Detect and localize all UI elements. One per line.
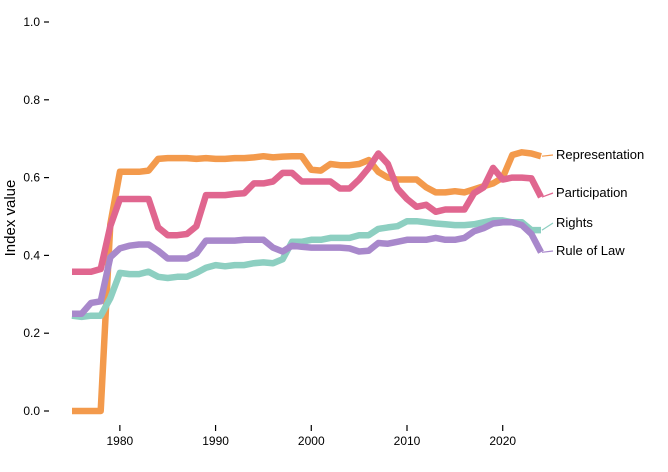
series-label-rights: Rights <box>556 215 593 230</box>
x-tick-label: 2020 <box>489 434 516 448</box>
x-tick-label: 2010 <box>394 434 421 448</box>
series-labels: Representation Participation Rights Rule of… <box>541 147 644 258</box>
series-label-participation: Participation <box>556 185 628 200</box>
leader-line-rule-of-law <box>541 250 554 253</box>
series-line-participation <box>72 150 544 275</box>
y-axis: 0.0 0.2 0.4 0.6 0.8 1.0 <box>23 15 49 418</box>
x-axis: 1980 1990 2000 2010 2020 <box>107 425 516 448</box>
series-line-representation <box>72 149 542 415</box>
series-line-rule-of-law <box>72 219 544 318</box>
x-tick-label: 2000 <box>298 434 325 448</box>
series-label-representation: Representation <box>556 147 644 162</box>
series-group <box>71 149 544 415</box>
y-tick-label: 0.4 <box>23 248 40 262</box>
y-tick-label: 0.8 <box>23 93 40 107</box>
x-tick-label: 1990 <box>202 434 229 448</box>
y-tick-label: 0.2 <box>23 326 40 340</box>
x-tick-label: 1980 <box>107 434 134 448</box>
y-axis-title: Index value <box>2 180 19 257</box>
y-tick-label: 0.0 <box>23 404 40 418</box>
leader-line-rights <box>541 222 554 231</box>
y-tick-label: 0.6 <box>23 171 40 185</box>
y-tick-label: 1.0 <box>23 15 40 29</box>
leader-line-participation <box>541 192 554 198</box>
series-line-rights <box>71 217 541 321</box>
leader-line-representation <box>541 154 554 157</box>
series-label-rule-of-law: Rule of Law <box>556 243 625 258</box>
